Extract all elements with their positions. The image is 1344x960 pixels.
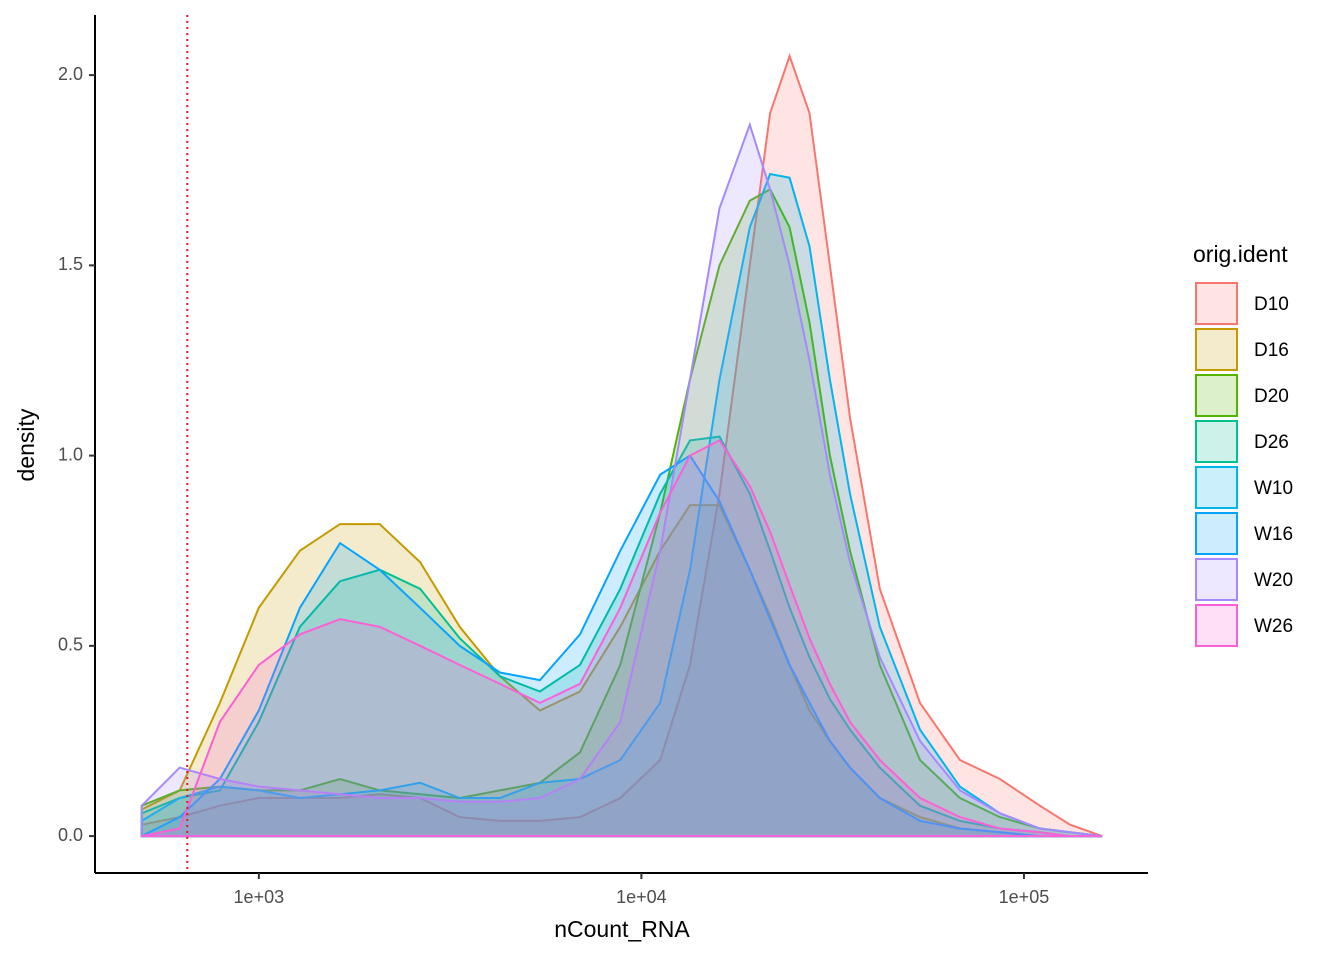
density-area xyxy=(140,121,1103,838)
legend-key xyxy=(1195,558,1238,601)
legend-key xyxy=(1195,512,1238,555)
legend-key xyxy=(1195,328,1238,371)
legend-label: D26 xyxy=(1254,432,1289,453)
x-tick-label: 1e+04 xyxy=(616,887,667,907)
y-tick-label: 1.0 xyxy=(58,444,83,464)
y-tick-label: 1.5 xyxy=(58,254,83,274)
legend-label: D10 xyxy=(1254,294,1289,315)
legend-key xyxy=(1195,466,1238,509)
y-tick-label: 0.0 xyxy=(58,825,83,845)
x-tick-label: 1e+03 xyxy=(234,887,285,907)
y-tick-label: 2.0 xyxy=(58,64,83,84)
density-area xyxy=(140,53,1103,838)
legend-key xyxy=(1195,282,1238,325)
legend-label: D16 xyxy=(1254,340,1289,361)
legend-label: W20 xyxy=(1254,570,1293,591)
y-axis-title: density xyxy=(13,408,39,481)
y-tick-label: 0.5 xyxy=(58,635,83,655)
legend-key xyxy=(1195,604,1238,647)
x-tick-label: 1e+05 xyxy=(999,887,1050,907)
legend-label: W26 xyxy=(1254,616,1293,637)
density-area xyxy=(141,439,1103,838)
legend-title: orig.ident xyxy=(1193,241,1288,267)
x-axis-title: nCount_RNA xyxy=(554,916,690,942)
legend-label: D20 xyxy=(1254,386,1289,407)
legend-label: W10 xyxy=(1254,478,1293,499)
legend-key xyxy=(1195,374,1238,417)
legend-label: W16 xyxy=(1254,524,1293,545)
legend-key xyxy=(1195,420,1238,463)
